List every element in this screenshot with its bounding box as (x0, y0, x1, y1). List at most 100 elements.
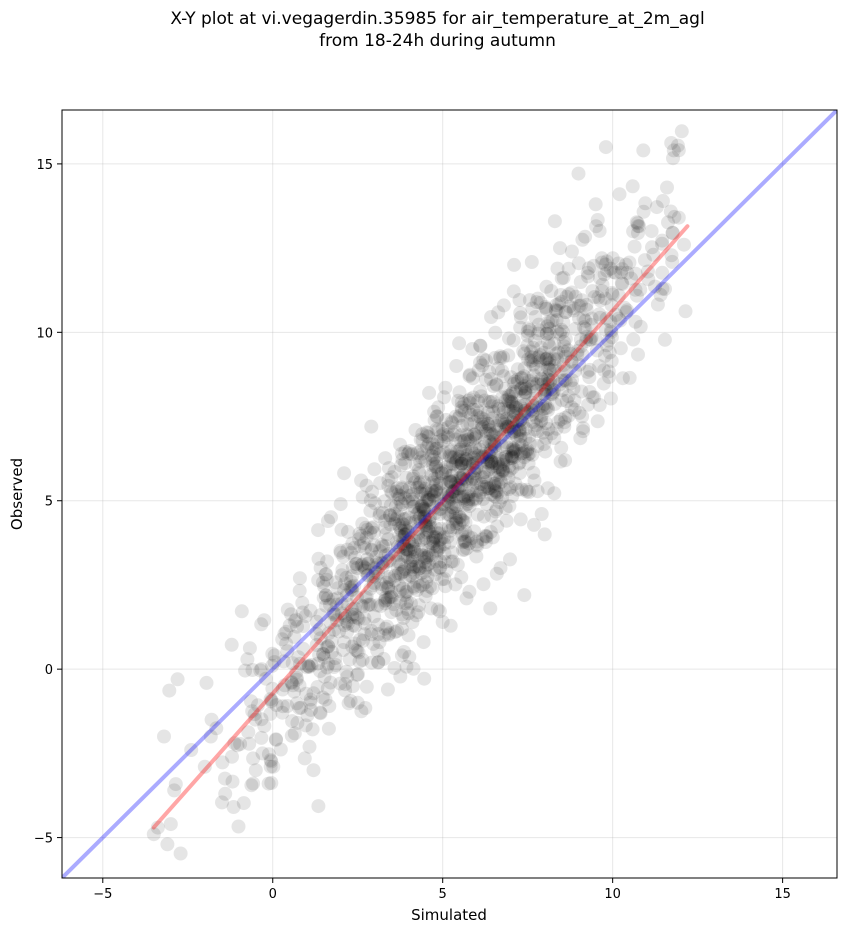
scatter-point (392, 578, 407, 593)
scatter-point (328, 658, 343, 672)
scatter-point (534, 413, 549, 428)
scatter-point (238, 663, 253, 678)
scatter-point (601, 364, 616, 379)
scatter-point (506, 376, 521, 391)
y-tick-label: −5 (34, 832, 53, 847)
scatter-point (481, 455, 495, 470)
scatter-point (264, 694, 279, 709)
scatter-point (581, 261, 596, 276)
scatter-point (456, 467, 471, 482)
scatter-point (419, 550, 434, 564)
scatter-point (338, 576, 352, 591)
scatter-point (376, 556, 391, 571)
scatter-point (516, 446, 531, 460)
scatter-point (434, 433, 449, 448)
scatter-point (572, 357, 587, 372)
scatter-point (466, 390, 481, 405)
scatter-point (329, 597, 344, 612)
scatter-point (484, 454, 499, 469)
scatter-point (455, 418, 470, 433)
scatter-point (392, 528, 407, 543)
scatter-point (628, 314, 643, 329)
scatter-point (418, 486, 433, 501)
scatter-point (655, 236, 669, 251)
scatter-point (233, 737, 248, 751)
scatter-point (402, 444, 417, 458)
scatter-point (321, 657, 336, 671)
scatter-point (482, 434, 497, 449)
scatter-point (670, 138, 685, 153)
scatter-point (428, 484, 443, 498)
scatter-point (411, 526, 426, 541)
scatter-point (417, 475, 432, 490)
scatter-point (405, 471, 420, 486)
scatter-point (215, 755, 230, 770)
scatter-point (416, 531, 431, 546)
scatter-point (485, 411, 500, 426)
scatter-point (510, 413, 525, 428)
scatter-point (482, 394, 496, 409)
scatter-point (348, 550, 362, 565)
scatter-point (600, 263, 615, 278)
scatter-point (445, 505, 460, 520)
scatter-point (506, 404, 521, 419)
scatter-point (360, 568, 375, 583)
scatter-point (328, 651, 343, 666)
scatter-point (420, 523, 435, 538)
scatter-point (296, 619, 311, 634)
scatter-point (341, 696, 356, 711)
scatter-point (390, 554, 405, 569)
scatter-point (276, 654, 291, 669)
scatter-point (287, 614, 302, 628)
scatter-point (655, 194, 670, 208)
scatter-point (508, 442, 523, 457)
scatter-point (622, 370, 637, 385)
scatter-point (414, 499, 429, 513)
scatter-point (396, 581, 411, 596)
scatter-point (549, 298, 564, 312)
scatter-point (337, 466, 352, 481)
scatter-point (550, 324, 565, 339)
scatter-point (363, 493, 378, 508)
scatter-point (473, 355, 487, 370)
scatter-point (533, 295, 548, 310)
scatter-point (533, 414, 548, 429)
scatter-point (411, 605, 426, 620)
scatter-point (354, 558, 369, 573)
scatter-point (503, 403, 518, 418)
scatter-point (425, 548, 440, 563)
scatter-point (418, 530, 433, 545)
scatter-point (428, 441, 443, 456)
scatter-point (556, 315, 571, 330)
scatter-point (518, 384, 533, 399)
scatter-point (348, 601, 362, 616)
scatter-point (358, 561, 373, 576)
scatter-point (400, 584, 415, 599)
scatter-point (602, 345, 617, 360)
scatter-point (507, 374, 522, 389)
scatter-point (410, 548, 425, 562)
scatter-point (253, 663, 268, 678)
scatter-point (359, 589, 374, 604)
scatter-point (546, 363, 561, 378)
scatter-point (559, 394, 574, 408)
scatter-point (542, 376, 557, 390)
scatter-point (537, 527, 552, 542)
scatter-point (351, 611, 366, 626)
scatter-point (351, 667, 365, 682)
scatter-point (266, 759, 281, 774)
scatter-point (244, 694, 258, 709)
scatter-point (352, 526, 367, 541)
scatter-point (345, 583, 360, 598)
scatter-point (445, 554, 460, 569)
scatter-point (393, 594, 408, 609)
scatter-point (648, 279, 662, 294)
scatter-point (401, 542, 415, 557)
scatter-point (476, 419, 491, 434)
scatter-point (317, 669, 332, 684)
scatter-point (485, 530, 500, 545)
scatter-point (502, 459, 516, 474)
scatter-point (342, 652, 357, 667)
scatter-point (520, 442, 535, 457)
scatter-point (363, 503, 378, 518)
